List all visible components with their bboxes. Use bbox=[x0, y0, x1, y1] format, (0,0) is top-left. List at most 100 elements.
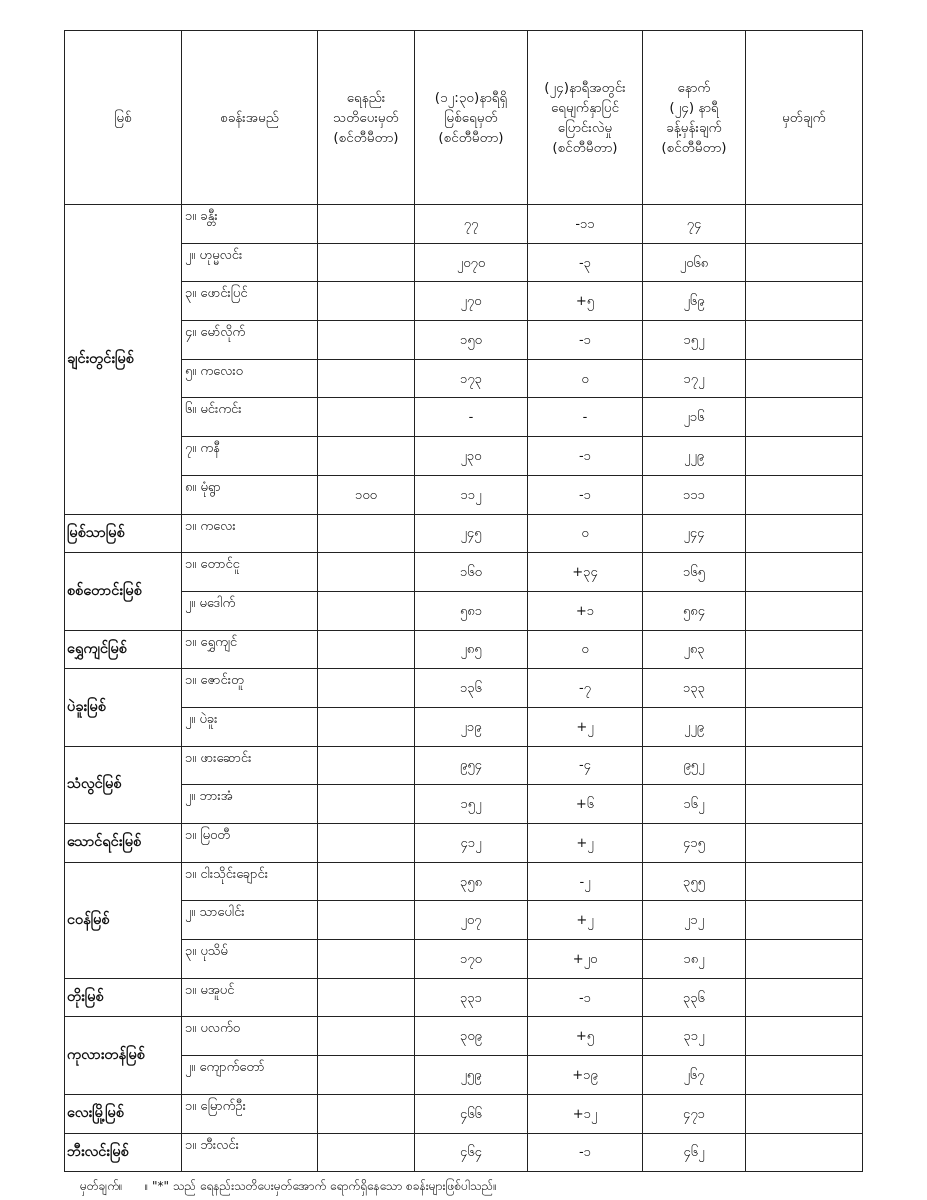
water-level: ၃၅၈ bbox=[414, 861, 528, 902]
water-level: ၁၆၀ bbox=[414, 552, 528, 592]
level-change: -၁ bbox=[527, 1132, 643, 1173]
water-level: ၁၇၃ bbox=[414, 358, 528, 399]
level-change: +၂ bbox=[527, 823, 643, 863]
table-row: ၂။ သာပေါင်း ၂၀၇ +၂ ၂၁၂ bbox=[65, 900, 863, 941]
river-name: သံလွင်မြစ် bbox=[64, 745, 182, 825]
low-warning-level bbox=[317, 436, 415, 476]
river-name: ကုလားတန်မြစ် bbox=[64, 1016, 182, 1095]
table-row: ၂။ ဟုမ္မလင်း ၂၀၇၀ -၃ ၂၀၆၈ bbox=[65, 242, 863, 283]
low-warning-level bbox=[317, 668, 415, 708]
level-change: +၅ bbox=[527, 281, 643, 322]
water-level: ၂၈၅ bbox=[414, 629, 528, 670]
level-change: -၄ bbox=[527, 745, 643, 786]
river-name: ပဲခူးမြစ် bbox=[64, 668, 182, 747]
level-change: +၅ bbox=[527, 1016, 643, 1057]
river-name: စစ်တောင်းမြစ် bbox=[64, 552, 182, 631]
low-warning-level: ၁၀၀ bbox=[317, 474, 415, 515]
remark bbox=[745, 900, 863, 941]
water-level: ၂၄၅ bbox=[414, 513, 528, 554]
low-warning-level bbox=[317, 823, 415, 863]
level-change: +၂ bbox=[527, 900, 643, 941]
remark bbox=[745, 668, 863, 708]
river-name: ဘီးလင်းမြစ် bbox=[64, 1132, 182, 1173]
station-name: ၂။ ပဲခူး bbox=[181, 706, 318, 747]
station-name: ၅။ ကလေးဝ bbox=[181, 358, 318, 399]
level-change: -၃ bbox=[527, 242, 643, 283]
forecast-level: ၃၃၆ bbox=[642, 977, 746, 1018]
low-warning-level bbox=[317, 397, 415, 438]
remark bbox=[745, 706, 863, 747]
table-row: သောင်ရင်းမြစ် ၁။ မြဝတီ ၄၁၂ +၂ ၄၁၅ bbox=[64, 823, 863, 863]
water-level: ၄၆၆ bbox=[414, 1093, 528, 1134]
water-level: ၄၁၂ bbox=[414, 823, 528, 863]
footnote: မှတ်ချက်။ ။ "*" သည် ရေနည်းသတိပေးမှတ်အောက်… bbox=[80, 1178, 862, 1195]
remark bbox=[745, 320, 863, 360]
water-level: ၁၁၂ bbox=[414, 474, 528, 515]
river-name: တိုးမြစ် bbox=[64, 977, 182, 1018]
table-row: ပဲခူးမြစ် ၁။ ဇောင်းတူ ၁၃၆ -၇ ၁၃၃ bbox=[64, 668, 863, 747]
table-row: လေးမြို့မြစ် ၁။ မြောက်ဦး ၄၆၆ +၁၂ ၄၇၁ bbox=[64, 1093, 863, 1134]
forecast-level: ၃၁၂ bbox=[642, 1016, 746, 1057]
remark bbox=[745, 1132, 863, 1173]
level-change: +၆ bbox=[527, 784, 643, 824]
table-row: ၇။ ကနီ ၂၃၀ -၁ ၂၂၉ bbox=[65, 436, 863, 476]
remark bbox=[745, 204, 863, 244]
station-name: ၂။ ကျောက်တော် bbox=[181, 1055, 318, 1095]
station-name: ၁။ ဖားဆောင်း bbox=[181, 745, 318, 786]
level-change: ၀ bbox=[527, 629, 643, 670]
remark bbox=[745, 397, 863, 438]
remark bbox=[745, 513, 863, 554]
level-change: +၁ bbox=[527, 590, 643, 631]
table-row: ၂။ ဘားအံ ၁၅၂ +၆ ၁၆၂ bbox=[65, 784, 863, 824]
remark bbox=[745, 436, 863, 476]
low-warning-level bbox=[317, 281, 415, 322]
water-level: ၁၇၀ bbox=[414, 939, 528, 979]
low-warning-level bbox=[317, 977, 415, 1018]
forecast-level: ၂၁၆ bbox=[642, 397, 746, 438]
forecast-level: ၁၃၃ bbox=[642, 668, 746, 708]
station-name: ၁။ ကလေး bbox=[181, 513, 318, 554]
table-row: ၂။ ကျောက်တော် ၂၅၉ +၁၉ ၂၆၇ bbox=[65, 1055, 863, 1095]
station-name: ၁။ မြောက်ဦး bbox=[181, 1093, 318, 1134]
remark bbox=[745, 242, 863, 283]
low-warning-level bbox=[317, 358, 415, 399]
water-level: ၃၃၁ bbox=[414, 977, 528, 1018]
low-warning-level bbox=[317, 242, 415, 283]
river-water-level-table: မြစ် စခန်းအမည် ရေနည်း သတိပေးမှတ် (စင်တီမ… bbox=[64, 30, 863, 1173]
table-row: ကုလားတန်မြစ် ၁။ ပလက်ဝ ၃၀၉ +၅ ၃၁၂ bbox=[64, 1016, 863, 1095]
low-warning-level bbox=[317, 784, 415, 824]
table-row: စစ်တောင်းမြစ် ၁။ တောင်ငူ ၁၆၀ +၃၄ ၁၆၅ bbox=[64, 552, 863, 631]
level-change: -၁ bbox=[527, 320, 643, 360]
table-row: ၆။ မင်းကင်း - -၂၁၆ bbox=[65, 397, 863, 438]
station-name: ၃။ ပုသိမ် bbox=[181, 939, 318, 979]
level-change: ၀ bbox=[527, 358, 643, 399]
level-change: - bbox=[527, 397, 643, 438]
water-level: ၂၀၇၀ bbox=[414, 242, 528, 283]
water-level: ၃၀၉ bbox=[414, 1016, 528, 1057]
forecast-level: ၄၁၅ bbox=[642, 823, 746, 863]
remark bbox=[745, 281, 863, 322]
forecast-level: ၁၇၂ bbox=[642, 358, 746, 399]
remark bbox=[745, 977, 863, 1018]
table-row: ရွှေကျင်မြစ် ၁။ ရွှေကျင် ၂၈၅၀၂၈၃ bbox=[64, 629, 863, 670]
forecast-level: ၁၆၂ bbox=[642, 784, 746, 824]
station-name: ၁။ တောင်ငူ bbox=[181, 552, 318, 592]
forecast-level: ၂၆၉ bbox=[642, 281, 746, 322]
footnote-text: ။ "*" သည် ရေနည်းသတိပေးမှတ်အောက် ရောက်ရှိ… bbox=[144, 1179, 497, 1194]
station-name: ၈။ မုံရွာ bbox=[181, 474, 318, 515]
remark bbox=[745, 1016, 863, 1057]
header-river: မြစ် bbox=[64, 30, 182, 205]
forecast-level: ၂၆၇ bbox=[642, 1055, 746, 1095]
low-warning-level bbox=[317, 1055, 415, 1095]
table-row: ၅။ ကလေးဝ ၁၇၃၀၁၇၂ bbox=[65, 358, 863, 399]
table-row: ၃။ ပုသိမ် ၁၇၀ +၂၀ ၁၈၂ bbox=[65, 939, 863, 979]
table-row: ငဝန်မြစ် ၁။ ငါးသိုင်းချောင်း ၃၅၈ -၂ ၃၅၅ bbox=[64, 861, 863, 979]
header-24h-change: (၂၄)နာရီအတွင်း ရေမျက်နှာပြင် ပြောင်းလဲမှ… bbox=[527, 30, 643, 205]
level-change: ၀ bbox=[527, 513, 643, 554]
level-change: -၁၁ bbox=[527, 204, 643, 244]
table-row: ၂။ ပဲခူး ၂၁၉ +၂ ၂၂၉ bbox=[65, 706, 863, 747]
table-row: သံလွင်မြစ် ၁။ ဖားဆောင်း ၉၅၄ -၄ ၉၅၂ bbox=[64, 745, 863, 825]
remark bbox=[745, 358, 863, 399]
station-name: ၃။ ဖောင်းပြင် bbox=[181, 281, 318, 322]
forecast-level: ၁၆၅ bbox=[642, 552, 746, 592]
